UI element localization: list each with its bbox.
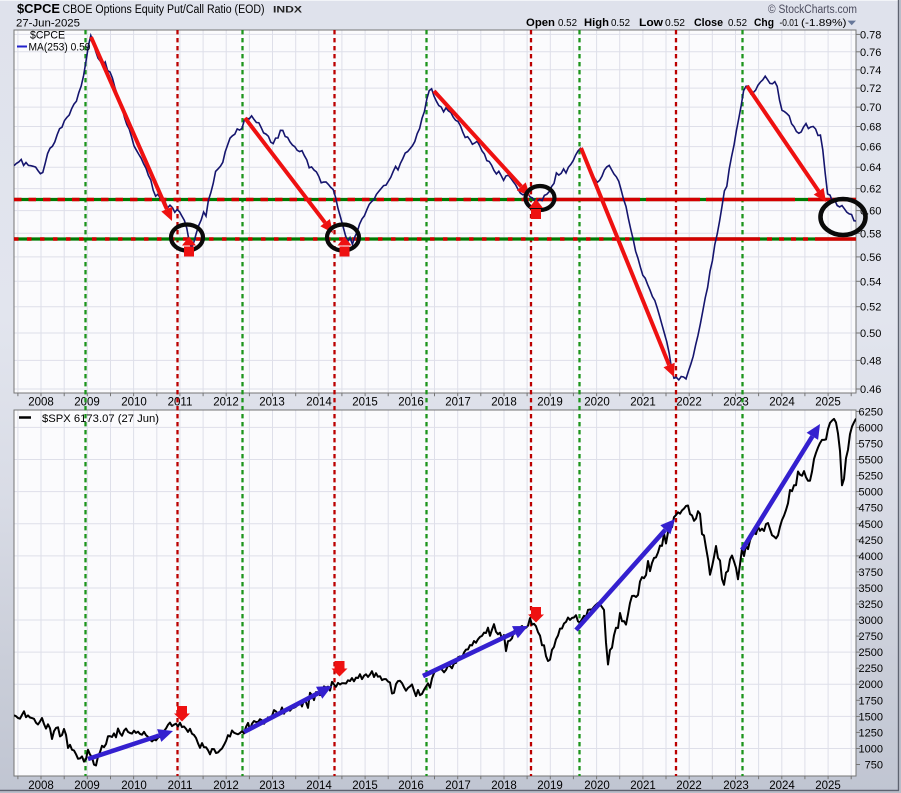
svg-text:© StockCharts.com: © StockCharts.com	[768, 4, 857, 16]
svg-text:0.68: 0.68	[860, 122, 881, 134]
svg-text:2015: 2015	[352, 780, 378, 792]
svg-text:2019: 2019	[537, 780, 563, 792]
svg-text:$SPX 6173.07 (27 Jun): $SPX 6173.07 (27 Jun)	[42, 413, 159, 425]
svg-text:4000: 4000	[859, 551, 883, 563]
svg-text:Low: Low	[639, 17, 663, 29]
svg-text:2000: 2000	[859, 679, 883, 691]
svg-text:2018: 2018	[491, 780, 517, 792]
svg-text:750: 750	[865, 760, 883, 772]
svg-text:6250: 6250	[859, 406, 883, 418]
svg-text:Open: Open	[526, 17, 555, 29]
svg-text:2023: 2023	[723, 780, 749, 792]
svg-text:(-1.89%): (-1.89%)	[801, 17, 847, 29]
svg-text:27-Jun-2025: 27-Jun-2025	[16, 18, 80, 30]
svg-text:2008: 2008	[28, 780, 54, 792]
svg-text:2024: 2024	[769, 780, 795, 792]
svg-text:0.78: 0.78	[860, 29, 881, 41]
svg-text:2021: 2021	[630, 780, 656, 792]
svg-text:2013: 2013	[259, 397, 285, 409]
svg-text:4750: 4750	[859, 503, 883, 515]
svg-text:3250: 3250	[859, 599, 883, 611]
svg-text:2016: 2016	[398, 780, 424, 792]
svg-text:5500: 5500	[859, 455, 883, 467]
svg-text:2017: 2017	[445, 397, 471, 409]
svg-text:2017: 2017	[445, 780, 471, 792]
svg-text:6000: 6000	[859, 422, 883, 434]
svg-text:$CPCE: $CPCE	[17, 1, 60, 16]
svg-text:5000: 5000	[859, 487, 883, 499]
svg-text:1500: 1500	[859, 711, 883, 723]
svg-text:2750: 2750	[859, 631, 883, 643]
svg-text:0.76: 0.76	[860, 47, 881, 59]
svg-text:2009: 2009	[74, 397, 100, 409]
svg-text:2014: 2014	[306, 780, 332, 792]
svg-text:2020: 2020	[584, 780, 610, 792]
svg-text:1750: 1750	[859, 695, 883, 707]
svg-text:2025: 2025	[815, 780, 841, 792]
svg-text:0.74: 0.74	[860, 65, 881, 77]
svg-text:0.52: 0.52	[665, 17, 685, 29]
svg-text:0.64: 0.64	[860, 162, 881, 174]
svg-text:2015: 2015	[352, 397, 378, 409]
svg-text:0.50: 0.50	[860, 328, 881, 340]
svg-text:0.52: 0.52	[558, 17, 577, 29]
svg-text:3000: 3000	[859, 615, 883, 627]
svg-text:2250: 2250	[859, 663, 883, 675]
svg-text:MA(253) 0.59: MA(253) 0.59	[29, 42, 91, 54]
svg-text:1250: 1250	[859, 727, 883, 739]
svg-text:2011: 2011	[168, 397, 193, 409]
svg-text:2016: 2016	[398, 397, 424, 409]
svg-text:-0.01: -0.01	[780, 17, 799, 29]
svg-text:0.52: 0.52	[728, 17, 747, 29]
svg-text:0.46: 0.46	[860, 384, 881, 396]
svg-text:Close: Close	[694, 17, 723, 29]
svg-text:2010: 2010	[121, 397, 147, 409]
svg-text:4250: 4250	[859, 535, 883, 547]
svg-text:2021: 2021	[630, 397, 656, 409]
svg-text:2022: 2022	[676, 780, 702, 792]
svg-text:2012: 2012	[213, 780, 239, 792]
svg-text:Chg: Chg	[754, 17, 774, 29]
svg-text:CBOE Options Equity Put/Call R: CBOE Options Equity Put/Call Ratio (EOD)	[63, 4, 265, 16]
svg-text:5750: 5750	[859, 439, 883, 451]
svg-text:2008: 2008	[28, 397, 54, 409]
svg-text:0.70: 0.70	[860, 102, 881, 114]
svg-text:2013: 2013	[259, 780, 285, 792]
svg-text:4500: 4500	[859, 519, 883, 531]
svg-text:2020: 2020	[584, 397, 610, 409]
svg-text:0.52: 0.52	[611, 17, 630, 29]
svg-text:2012: 2012	[213, 397, 239, 409]
svg-text:2025: 2025	[815, 397, 841, 409]
svg-text:2011: 2011	[168, 780, 193, 792]
svg-text:2023: 2023	[723, 397, 749, 409]
svg-text:2010: 2010	[121, 780, 147, 792]
svg-text:INDX: INDX	[273, 5, 303, 16]
svg-text:2009: 2009	[74, 780, 100, 792]
svg-text:2018: 2018	[491, 397, 517, 409]
svg-text:2500: 2500	[859, 647, 883, 659]
svg-text:0.54: 0.54	[860, 276, 881, 288]
svg-text:5250: 5250	[859, 471, 883, 483]
svg-text:2014: 2014	[306, 397, 332, 409]
svg-text:3750: 3750	[859, 567, 883, 579]
svg-text:2019: 2019	[537, 397, 563, 409]
svg-text:0.56: 0.56	[860, 252, 881, 264]
svg-text:2024: 2024	[769, 397, 795, 409]
svg-text:1000: 1000	[859, 744, 883, 756]
svg-text:0.52: 0.52	[860, 302, 881, 314]
svg-text:0.48: 0.48	[860, 355, 881, 367]
svg-text:3500: 3500	[859, 583, 883, 595]
svg-text:$CPCE: $CPCE	[30, 30, 65, 42]
svg-text:2022: 2022	[676, 397, 702, 409]
svg-text:0.62: 0.62	[860, 184, 881, 196]
svg-text:0.72: 0.72	[860, 83, 881, 95]
svg-text:0.58: 0.58	[860, 228, 881, 240]
svg-text:0.66: 0.66	[860, 142, 881, 154]
svg-text:High: High	[584, 17, 609, 29]
